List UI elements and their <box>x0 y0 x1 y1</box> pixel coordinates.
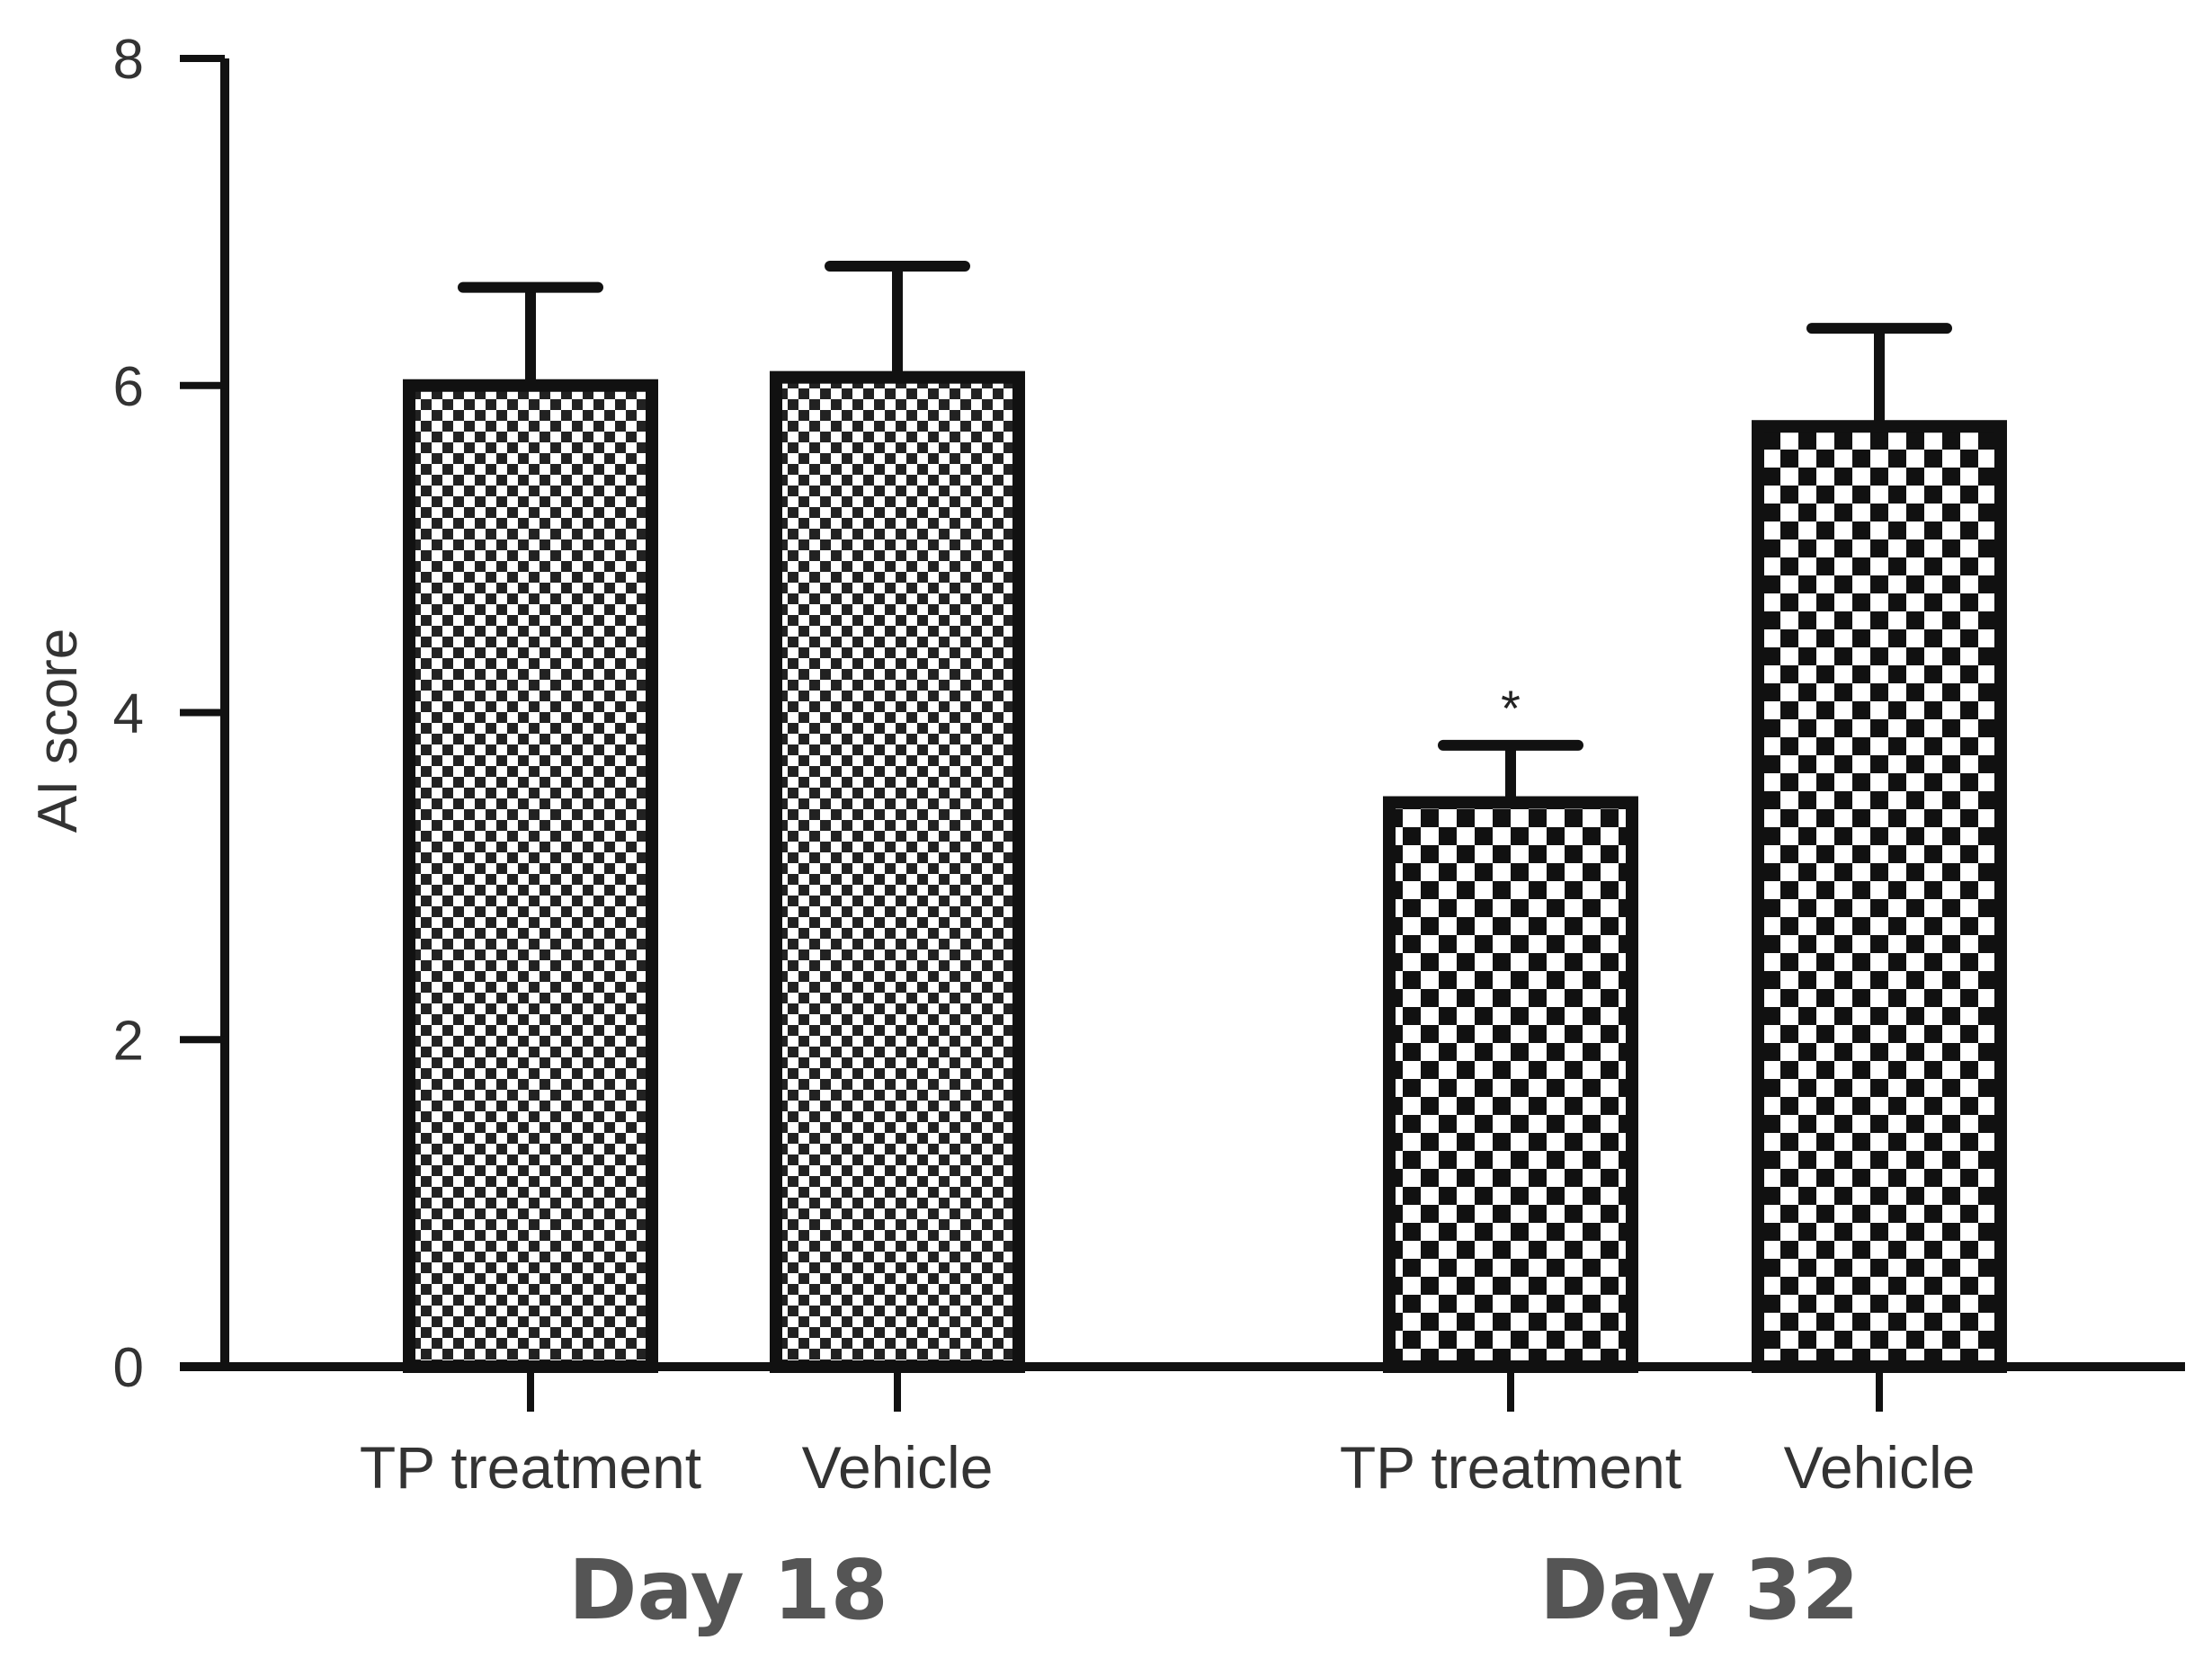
bar <box>770 370 1025 1373</box>
y-axis-title: AI score <box>27 628 89 833</box>
bar <box>403 379 658 1373</box>
category-label: Vehicle <box>802 1434 994 1501</box>
bar <box>1752 420 2007 1373</box>
bar <box>1383 796 1638 1373</box>
y-tick-label: 6 <box>113 356 144 418</box>
group-label: Day 32 <box>1539 1542 1860 1638</box>
category-label: Vehicle <box>1784 1434 1976 1501</box>
y-tick-label: 4 <box>113 683 144 745</box>
plot-area: 0 2 4 6 8 AI score TP treatment Vehicle Day 18 * T… <box>27 29 2185 1638</box>
category-label: TP treatment <box>360 1434 701 1501</box>
y-tick-label: 8 <box>113 29 144 91</box>
y-tick-label: 2 <box>113 1010 144 1072</box>
y-tick-label: 0 <box>113 1337 144 1399</box>
significance-marker: * <box>1501 680 1521 736</box>
category-label: TP treatment <box>1340 1434 1681 1501</box>
group-label: Day 18 <box>568 1542 888 1638</box>
